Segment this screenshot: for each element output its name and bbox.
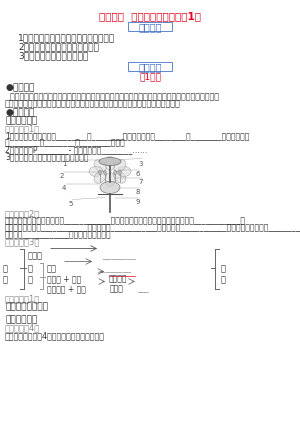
Text: 「想一想，议一议」，你见过竹子开花吗？在大熊猫的栅息地，大竹节子不能会危及大熊猫的生存，: 「想一想，议一议」，你见过竹子开花吗？在大熊猫的栅息地，大竹节子不能会危及大熊猫…: [5, 92, 219, 101]
Text: ●导入新课: ●导入新课: [5, 83, 34, 92]
Text: 学习过程: 学习过程: [138, 62, 162, 72]
Text: 2、能列举常被常见的无性生殖。: 2、能列举常被常见的无性生殖。: [18, 42, 99, 51]
Text: 6: 6: [135, 171, 140, 178]
Text: 2、种子来自P________- 种胚珠来自子________……: 2、种子来自P________- 种胚珠来自子________……: [5, 145, 147, 154]
Text: ___: ___: [137, 285, 148, 293]
Text: ●探究新知: ●探究新知: [5, 109, 34, 117]
Text: 果
实: 果 实: [221, 265, 226, 284]
Text: 【自主学习1】: 【自主学习1】: [5, 125, 40, 134]
Ellipse shape: [114, 160, 126, 172]
Text: 7: 7: [138, 179, 142, 186]
Text: 【自主学习4】: 【自主学习4】: [5, 324, 40, 332]
Text: 1、植花的主要结构依次________和________，其中前者是由________和________构成，后者是: 1、植花的主要结构依次________和________，其中前者是由_____…: [5, 131, 249, 140]
Text: 合，形成____________的过程，称为受精。: 合，形成____________的过程，称为受精。: [5, 231, 112, 240]
Ellipse shape: [98, 170, 101, 175]
Ellipse shape: [114, 171, 126, 183]
Text: 子房壁: 子房壁: [28, 251, 43, 260]
Text: ________: ________: [102, 251, 136, 260]
Text: 学习目标: 学习目标: [138, 22, 162, 32]
Text: 8: 8: [135, 190, 140, 195]
Ellipse shape: [89, 167, 103, 176]
Ellipse shape: [94, 160, 106, 172]
Ellipse shape: [103, 170, 106, 175]
Text: 受精卵接: 受精卵接: [109, 274, 128, 284]
Ellipse shape: [100, 181, 120, 193]
Text: 这是为什么呢？很少开花的竹子是如何克服能量匮乏的竹林的呢？思考其中的道理。: 这是为什么呢？很少开花的竹子是如何克服能量匮乏的竹林的呢？思考其中的道理。: [5, 100, 181, 109]
Text: 3、在括号旁写写各对应的结构的名称：: 3、在括号旁写写各对应的结构的名称：: [5, 153, 88, 162]
Text: 什么是有性生殖？: 什么是有性生殖？: [5, 302, 48, 312]
Text: 3: 3: [138, 161, 142, 167]
Text: 胚
珠: 胚 珠: [28, 265, 33, 284]
Text: 二、无性生殖: 二、无性生殖: [5, 315, 37, 324]
Text: 由________、________和________组成。: 由________、________和________组成。: [5, 139, 126, 148]
Ellipse shape: [94, 171, 106, 183]
Text: 极核细胞 + 精子: 极核细胞 + 精子: [47, 285, 86, 293]
Text: 受粉的过程，花粉落到雌蕊的____________以后，在某些液的刺激下开始萝发，长出____________，: 受粉的过程，花粉落到雌蕊的____________以后，在某些液的刺激下开始萝发…: [5, 217, 246, 226]
Text: 请认真阅读教材第4页的内容，完成以下问题。: 请认真阅读教材第4页的内容，完成以下问题。: [5, 332, 105, 340]
Text: ________: ________: [97, 265, 131, 273]
Text: 《第一节  植物的生殖》学案（1）: 《第一节 植物的生殖》学案（1）: [99, 11, 201, 21]
Text: 1: 1: [62, 162, 67, 167]
Text: 子
房: 子 房: [3, 265, 8, 284]
Ellipse shape: [118, 170, 122, 175]
Text: 【自主学习3】: 【自主学习3】: [5, 237, 41, 246]
Text: 珠被: 珠被: [47, 265, 57, 273]
Text: 第1课时: 第1课时: [139, 72, 161, 81]
Text: 4: 4: [62, 186, 66, 192]
Text: 9: 9: [135, 200, 140, 206]
Text: 卵细胞 + 精子: 卵细胞 + 精子: [47, 274, 81, 284]
Text: 它穿过花柱，进入____________、一直到达____________，它里面的____________，与卵在花粉管中的____________结: 它穿过花柱，进入____________、一直到达____________，它里…: [5, 223, 300, 232]
Text: 受精极: 受精极: [110, 285, 124, 293]
Text: 5: 5: [68, 201, 72, 207]
Ellipse shape: [105, 173, 115, 187]
Text: 2: 2: [60, 173, 64, 179]
Ellipse shape: [99, 157, 121, 165]
Text: 【自我测评1】: 【自我测评1】: [5, 295, 40, 304]
Ellipse shape: [113, 170, 116, 175]
Text: 一、有性生殖: 一、有性生殖: [5, 117, 37, 126]
Ellipse shape: [105, 156, 115, 170]
Text: 1、能描述植物的有性生殖和无性生殖。: 1、能描述植物的有性生殖和无性生殖。: [18, 33, 115, 42]
Text: 3、尝试植物的扦插或嫁接。: 3、尝试植物的扦插或嫁接。: [18, 51, 88, 60]
Ellipse shape: [117, 167, 131, 176]
Text: 【自主学习2】: 【自主学习2】: [5, 209, 40, 218]
